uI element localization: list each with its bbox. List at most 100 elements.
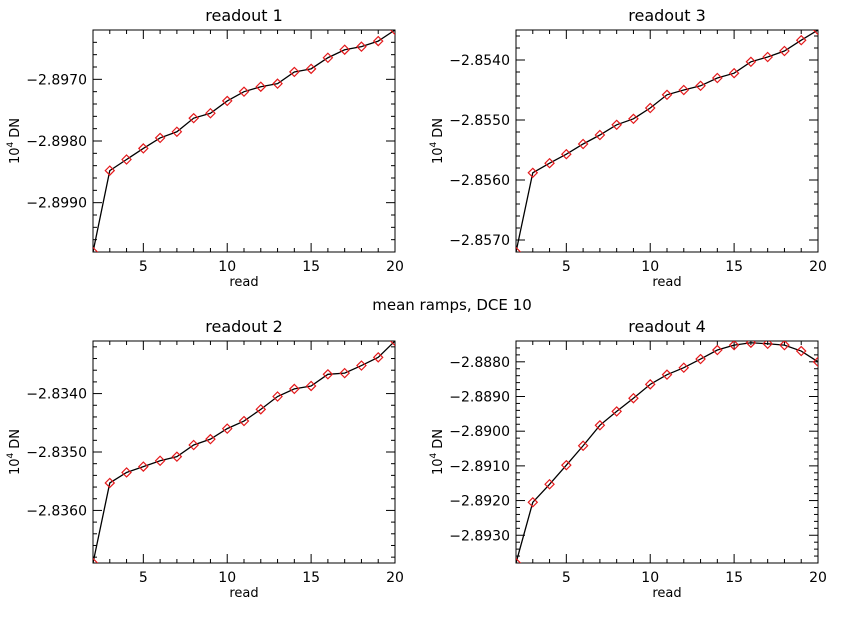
- y-tick-label: −2.8900: [449, 424, 510, 440]
- data-point-marker: [221, 423, 233, 434]
- data-point-marker: [372, 352, 384, 363]
- plot-frame: [92, 29, 396, 253]
- data-point-marker: [611, 406, 623, 417]
- data-point-marker: [678, 362, 690, 374]
- figure-suptitle: mean ramps, DCE 10: [372, 296, 532, 314]
- data-point-marker: [137, 461, 149, 472]
- data-point-marker: [516, 246, 522, 252]
- data-point-marker: [560, 148, 572, 160]
- y-tick-label: −2.8980: [26, 134, 87, 150]
- data-point-marker: [288, 66, 300, 78]
- data-point-marker: [711, 72, 723, 84]
- data-point-marker: [661, 89, 673, 101]
- data-point-marker: [205, 433, 216, 445]
- data-point-marker: [711, 344, 723, 356]
- data-point-marker: [728, 341, 740, 351]
- panel-readout-3: 5 10 15 20 −2.8570 −2.8560 −2.8550 −2.8540 reado…: [429, 6, 827, 290]
- data-point-marker: [272, 391, 283, 402]
- data-point-marker: [516, 557, 522, 563]
- data-point-marker: [137, 143, 149, 154]
- data-point-marker: [305, 63, 317, 75]
- data-point-marker: [628, 392, 639, 404]
- x-tick-label: 20: [386, 259, 404, 275]
- data-point-marker: [238, 415, 250, 427]
- x-axis-label: read: [229, 275, 258, 290]
- x-axis-label: read: [229, 586, 258, 601]
- data-point-marker: [795, 34, 807, 46]
- x-tick-label: 5: [562, 570, 571, 586]
- data-point-marker: [238, 86, 250, 98]
- y-axis-label: 104DN: [429, 429, 446, 475]
- data-point-marker: [93, 246, 99, 252]
- data-point-marker: [695, 353, 706, 365]
- series-line: [93, 30, 395, 252]
- data-point-marker: [527, 496, 539, 508]
- x-tick-label: 10: [641, 570, 659, 586]
- data-point-marker: [560, 459, 572, 471]
- data-point-marker: [628, 113, 639, 125]
- x-tick-label: 10: [218, 259, 236, 275]
- data-point-marker: [121, 467, 132, 478]
- x-tick-label: 15: [725, 259, 743, 275]
- data-point-marker: [372, 35, 384, 47]
- data-point-marker: [577, 138, 589, 150]
- y-tick-label: −2.8930: [449, 528, 510, 544]
- y-axis-label: 104DN: [429, 118, 446, 164]
- x-tick-label: 5: [139, 259, 148, 275]
- data-point-marker: [339, 44, 351, 56]
- y-tick-label: −2.8540: [449, 53, 510, 69]
- data-point-marker: [104, 477, 116, 489]
- y-tick-label: −2.8560: [449, 173, 510, 189]
- series-line: [516, 30, 818, 252]
- series-line: [516, 342, 818, 563]
- data-point-marker: [221, 95, 233, 107]
- y-tick-label: −2.8570: [449, 233, 510, 249]
- y-tick-label: −2.8970: [26, 72, 87, 88]
- data-point-marker: [661, 369, 673, 380]
- data-point-marker: [339, 367, 351, 379]
- y-tick-label: −2.8990: [26, 196, 87, 212]
- x-tick-label: 20: [809, 570, 827, 586]
- data-point-marker: [356, 41, 367, 52]
- panel-readout-1: 5 10 15 20 −2.8990 −2.8980 −2.8970 readout 1 rea…: [6, 6, 404, 290]
- y-tick-label: −2.8350: [26, 445, 87, 461]
- y-tick-label: −2.8920: [449, 494, 510, 510]
- data-point-marker: [104, 165, 116, 176]
- x-tick-label: 15: [725, 570, 743, 586]
- panel-readout-2: 5 10 15 20 −2.8360 −2.8350 −2.8340 readout 2 rea…: [6, 317, 404, 601]
- y-tick-label: −2.8880: [449, 355, 510, 371]
- y-tick-label: −2.8890: [449, 390, 510, 406]
- data-point-marker: [272, 78, 283, 89]
- data-point-marker: [205, 107, 216, 119]
- x-tick-label: 20: [386, 570, 404, 586]
- x-tick-label: 10: [641, 259, 659, 275]
- data-point-marker: [577, 440, 589, 452]
- data-point-marker: [356, 360, 367, 371]
- data-point-marker: [188, 439, 200, 451]
- data-point-marker: [611, 119, 623, 131]
- y-tick-label: −2.8340: [26, 387, 87, 403]
- x-tick-label: 20: [809, 259, 827, 275]
- data-point-marker: [644, 102, 656, 114]
- data-point-marker: [762, 341, 774, 350]
- data-point-marker: [745, 341, 757, 349]
- data-point-marker: [812, 356, 818, 368]
- panel-title: readout 1: [205, 6, 283, 25]
- y-tick-label: −2.8910: [449, 459, 510, 475]
- x-tick-label: 15: [302, 570, 320, 586]
- data-point-marker: [678, 84, 690, 96]
- data-point-marker: [154, 132, 166, 144]
- x-tick-label: 5: [139, 570, 148, 586]
- data-point-marker: [171, 126, 183, 138]
- x-axis-label: read: [652, 586, 681, 601]
- data-point-marker: [255, 404, 267, 415]
- data-point-marker: [728, 67, 740, 79]
- data-point-marker: [762, 51, 774, 63]
- data-point-marker: [644, 379, 656, 390]
- panel-title: readout 3: [628, 6, 706, 25]
- x-tick-label: 10: [218, 570, 236, 586]
- data-point-marker: [795, 345, 807, 357]
- data-point-marker: [779, 45, 790, 57]
- data-point-marker: [544, 478, 555, 490]
